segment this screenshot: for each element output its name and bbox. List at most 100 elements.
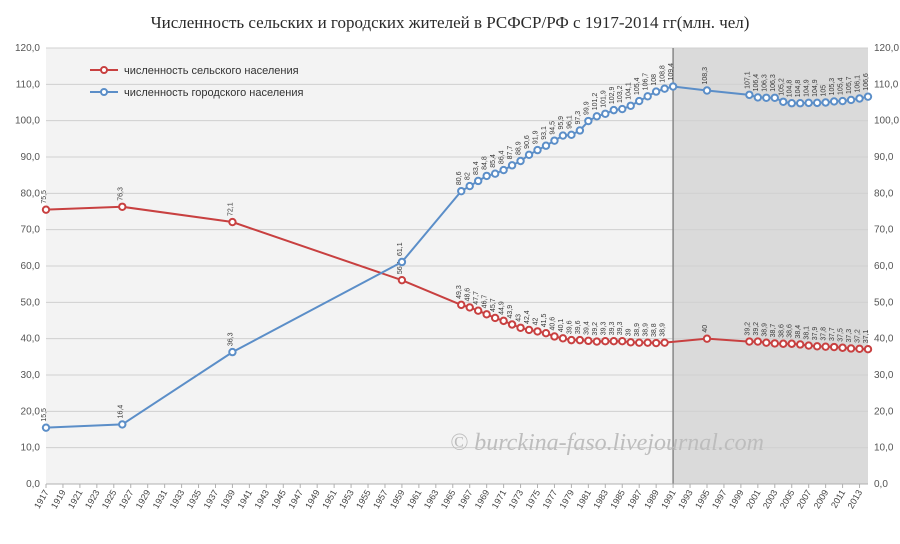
value-label: 38,6 [778, 324, 785, 338]
svg-text:1933: 1933 [168, 488, 187, 510]
value-label: 101,9 [600, 90, 607, 108]
chart-title: Численность сельских и городских жителей… [151, 13, 750, 32]
value-label: 108,3 [702, 67, 709, 85]
value-label: 109,4 [668, 63, 675, 81]
value-label: 41,5 [541, 313, 548, 327]
marker [551, 137, 557, 143]
svg-text:50,0: 50,0 [874, 297, 894, 308]
marker [483, 311, 489, 317]
svg-text:60,0: 60,0 [874, 261, 894, 272]
svg-text:110,0: 110,0 [16, 79, 41, 90]
svg-text:20,0: 20,0 [874, 406, 894, 417]
svg-text:1951: 1951 [320, 488, 339, 510]
marker [848, 97, 854, 103]
value-label: 106,4 [753, 74, 760, 92]
value-label: 106,7 [643, 73, 650, 91]
svg-text:2011: 2011 [829, 488, 847, 510]
value-label: 106,3 [761, 74, 768, 92]
svg-text:80,0: 80,0 [21, 188, 41, 199]
svg-text:1943: 1943 [252, 488, 271, 510]
svg-text:© burckina-faso.livejournal.co: © burckina-faso.livejournal.com [450, 430, 764, 456]
svg-text:30,0: 30,0 [21, 370, 41, 381]
marker [856, 346, 862, 352]
value-label: 94,5 [549, 121, 556, 135]
marker [119, 204, 125, 210]
marker [467, 304, 473, 310]
marker [763, 95, 769, 101]
marker [772, 95, 778, 101]
value-label: 39,6 [566, 320, 573, 334]
svg-text:80,0: 80,0 [874, 188, 894, 199]
marker [475, 178, 481, 184]
svg-text:20,0: 20,0 [21, 406, 41, 417]
value-label: 37,1 [863, 329, 870, 343]
svg-text:1917: 1917 [32, 488, 51, 510]
svg-text:1965: 1965 [439, 488, 458, 510]
marker [594, 338, 600, 344]
marker [492, 315, 498, 321]
svg-text:2007: 2007 [795, 488, 814, 510]
value-label: 104,8 [787, 80, 794, 98]
value-label: 75,5 [41, 190, 48, 204]
svg-text:90,0: 90,0 [874, 152, 894, 163]
marker [467, 183, 473, 189]
svg-text:1971: 1971 [490, 488, 509, 510]
marker [746, 338, 752, 344]
svg-text:90,0: 90,0 [21, 152, 41, 163]
svg-text:2005: 2005 [778, 488, 797, 510]
svg-text:1929: 1929 [134, 488, 153, 510]
marker [568, 132, 574, 138]
marker [229, 349, 235, 355]
svg-text:0,0: 0,0 [874, 479, 888, 490]
svg-text:1991: 1991 [659, 488, 678, 510]
value-label: 105,3 [829, 78, 836, 96]
value-label: 104,9 [812, 79, 819, 97]
marker [763, 339, 769, 345]
value-label: 61,1 [397, 242, 404, 256]
svg-text:60,0: 60,0 [21, 261, 41, 272]
value-label: 36,3 [227, 332, 234, 346]
value-label: 39,2 [592, 322, 599, 336]
marker [585, 118, 591, 124]
marker [526, 152, 532, 158]
svg-text:1947: 1947 [286, 488, 305, 510]
value-label: 39,3 [609, 321, 616, 335]
svg-text:120,0: 120,0 [874, 43, 899, 54]
value-label: 102,9 [609, 87, 616, 105]
marker [611, 338, 617, 344]
marker [814, 343, 820, 349]
value-label: 39,3 [600, 321, 607, 335]
marker [585, 338, 591, 344]
value-label: 103,2 [617, 85, 624, 103]
legend-label: численность сельского населения [124, 65, 299, 77]
marker [551, 333, 557, 339]
svg-text:2003: 2003 [761, 488, 780, 510]
marker [399, 277, 405, 283]
value-label: 99,9 [583, 101, 590, 115]
marker [865, 93, 871, 99]
marker [848, 345, 854, 351]
svg-text:1953: 1953 [337, 488, 356, 510]
marker [780, 99, 786, 105]
value-label: 38,1 [804, 326, 811, 340]
marker [661, 339, 667, 345]
marker [789, 100, 795, 106]
svg-text:1955: 1955 [354, 488, 373, 510]
value-label: 40,6 [549, 317, 556, 331]
value-label: 83,4 [473, 161, 480, 175]
value-label: 93,1 [541, 126, 548, 140]
value-label: 40 [702, 325, 709, 333]
value-label: 37,8 [821, 327, 828, 341]
svg-text:40,0: 40,0 [874, 334, 894, 345]
marker [797, 100, 803, 106]
value-label: 107,1 [744, 71, 751, 89]
value-label: 39,3 [617, 321, 624, 335]
value-label: 105,2 [778, 78, 785, 96]
value-label: 42 [533, 318, 540, 326]
marker [814, 100, 820, 106]
value-label: 104,1 [626, 82, 633, 100]
marker [670, 83, 676, 89]
marker [229, 219, 235, 225]
value-label: 106,6 [863, 73, 870, 91]
value-label: 95,9 [558, 116, 565, 130]
